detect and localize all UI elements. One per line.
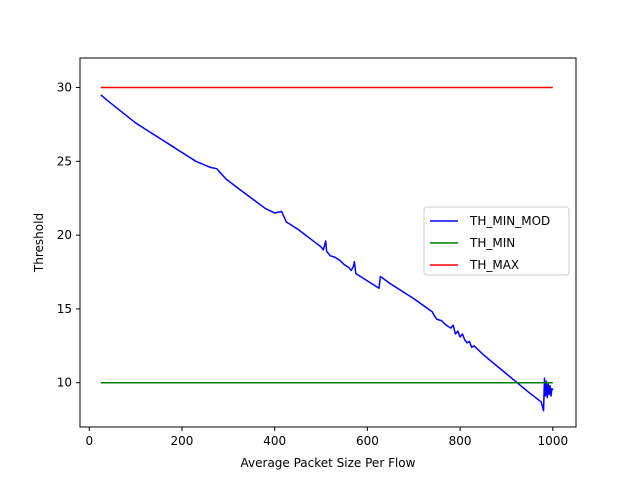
legend-label: TH_MAX	[469, 258, 519, 272]
y-tick-label: 15	[57, 302, 72, 316]
legend-label: TH_MIN	[469, 236, 515, 250]
x-axis-label: Average Packet Size Per Flow	[241, 456, 416, 470]
series-layer	[100, 86, 554, 412]
x-tick-label: 600	[356, 434, 379, 448]
x-tick-label: 200	[171, 434, 194, 448]
legend: TH_MIN_MOD TH_MIN TH_MAX	[423, 206, 570, 276]
x-tick-label: 1000	[538, 434, 569, 448]
x-tick-label: 400	[263, 434, 286, 448]
plot-frame	[79, 57, 577, 428]
series-line-th-min-mod	[100, 94, 554, 412]
x-tick-label: 800	[449, 434, 472, 448]
y-tick-label: 30	[57, 81, 72, 95]
y-axis-label: Threshold	[32, 213, 46, 273]
x-axis-ticks: 0 200 400 600 800 1000	[85, 427, 568, 448]
y-tick-label: 25	[57, 154, 72, 168]
x-tick-label: 0	[85, 434, 93, 448]
y-tick-label: 10	[57, 376, 72, 390]
legend-label: TH_MIN_MOD	[469, 214, 550, 228]
y-axis-ticks: 10 15 20 25 30	[57, 81, 80, 390]
legend-box	[423, 206, 570, 276]
y-tick-label: 20	[57, 228, 72, 242]
